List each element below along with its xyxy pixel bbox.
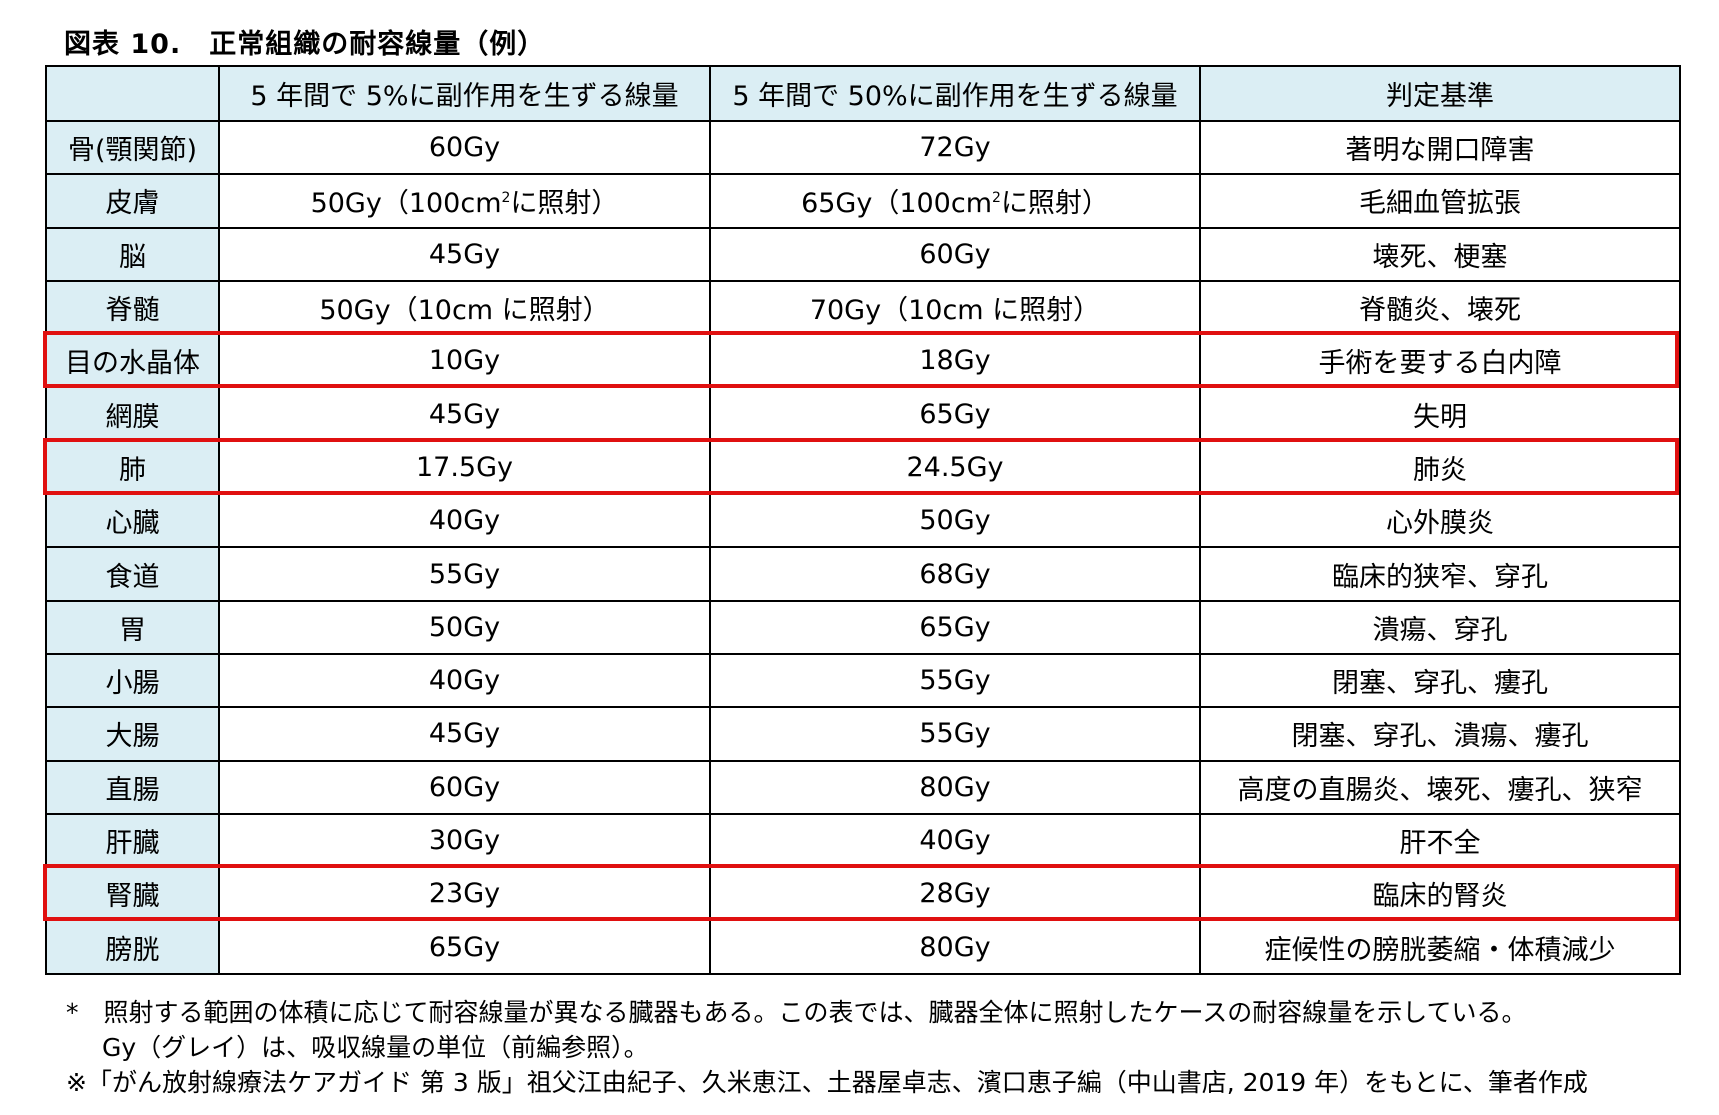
td50-cell: 24.5Gy (709, 439, 1201, 496)
td50-cell: 55Gy (709, 706, 1201, 762)
table-header-row: 5 年間で 5%に副作用を生ずる線量 5 年間で 50%に副作用を生ずる線量 判… (45, 65, 1681, 122)
criterion-cell: 閉塞、穿孔、瘻孔 (1199, 652, 1681, 709)
td5-cell: 45Gy (218, 706, 711, 762)
td50-cell: 80Gy (709, 919, 1201, 975)
table-row: 心臓 40Gy 50Gy 心外膜炎 (45, 493, 1681, 549)
table-row: 直腸 60Gy 80Gy 高度の直腸炎、壊死、瘻孔、狭窄 (45, 759, 1681, 815)
table-row: 胃 50Gy 65Gy 潰瘍、穿孔 (45, 599, 1681, 655)
td5-cell: 40Gy (218, 493, 711, 549)
td5-cell: 23Gy (218, 866, 711, 922)
organ-cell: 膀胱 (45, 919, 220, 975)
tolerance-dose-table: 5 年間で 5%に副作用を生ずる線量 5 年間で 50%に副作用を生ずる線量 判… (45, 65, 1681, 975)
td5-cell: 17.5Gy (218, 439, 711, 496)
criterion-cell: 高度の直腸炎、壊死、瘻孔、狭窄 (1199, 759, 1681, 815)
td50-cell: 60Gy (709, 226, 1201, 282)
criterion-cell: 臨床的腎炎 (1199, 866, 1681, 922)
organ-cell: 食道 (45, 546, 220, 602)
td50-cell: 65Gy（100cm2に照射） (709, 173, 1201, 229)
td5-cell: 50Gy（100cm2に照射） (218, 173, 711, 229)
organ-cell: 大腸 (45, 706, 220, 762)
td50-cell: 65Gy (709, 386, 1201, 442)
organ-cell: 脊髄 (45, 279, 220, 336)
table-row: 網膜 45Gy 65Gy 失明 (45, 386, 1681, 442)
organ-cell: 網膜 (45, 386, 220, 442)
td5-cell: 50Gy（10cm に照射） (218, 279, 711, 336)
table-row: 大腸 45Gy 55Gy 閉塞、穿孔、潰瘍、瘻孔 (45, 706, 1681, 762)
td50-cell: 65Gy (709, 599, 1201, 655)
td5-cell: 10Gy (218, 333, 711, 389)
criterion-cell: 症候性の膀胱萎縮・体積減少 (1199, 919, 1681, 975)
td5-cell: 40Gy (218, 652, 711, 709)
organ-cell: 直腸 (45, 759, 220, 815)
organ-cell: 胃 (45, 599, 220, 655)
area-exponent: 2 (501, 190, 511, 207)
criterion-cell: 心外膜炎 (1199, 493, 1681, 549)
td50-cell: 28Gy (709, 866, 1201, 922)
footnote-volume: * 照射する範囲の体積に応じて耐容線量が異なる臓器もある。この表では、臓器全体に… (66, 998, 1527, 1027)
criterion-cell: 臨床的狭窄、穿孔 (1199, 546, 1681, 602)
organ-cell: 心臓 (45, 493, 220, 549)
table-row: 肝臓 30Gy 40Gy 肝不全 (45, 812, 1681, 869)
td5-cell: 45Gy (218, 386, 711, 442)
header-criterion: 判定基準 (1199, 65, 1681, 122)
header-organ (45, 65, 220, 122)
td5-suffix: に照射） (510, 188, 619, 220)
table-row: 腎臓 23Gy 28Gy 臨床的腎炎 (45, 866, 1681, 922)
criterion-cell: 毛細血管拡張 (1199, 173, 1681, 229)
criterion-cell: 著明な開口障害 (1199, 119, 1681, 176)
td5-cell: 65Gy (218, 919, 711, 975)
footnote-gy-unit: Gy（グレイ）は、吸収線量の単位（前編参照）。 (102, 1033, 649, 1062)
criterion-cell: 肝不全 (1199, 812, 1681, 869)
td50-cell: 40Gy (709, 812, 1201, 869)
criterion-cell: 脊髄炎、壊死 (1199, 279, 1681, 336)
organ-cell: 脳 (45, 226, 220, 282)
table-row: 小腸 40Gy 55Gy 閉塞、穿孔、瘻孔 (45, 652, 1681, 709)
table-row: 骨(顎関節) 60Gy 72Gy 著明な開口障害 (45, 119, 1681, 176)
organ-cell: 目の水晶体 (45, 333, 220, 389)
td50-cell: 55Gy (709, 652, 1201, 709)
table-row: 肺 17.5Gy 24.5Gy 肺炎 (45, 439, 1681, 496)
organ-cell: 肝臓 (45, 812, 220, 869)
criterion-cell: 壊死、梗塞 (1199, 226, 1681, 282)
organ-cell: 腎臓 (45, 866, 220, 922)
organ-cell: 小腸 (45, 652, 220, 709)
organ-cell: 肺 (45, 439, 220, 496)
header-td50: 5 年間で 50%に副作用を生ずる線量 (709, 65, 1201, 122)
footnote-source: ※「がん放射線療法ケアガイド 第 3 版」祖父江由紀子、久米恵江、土器屋卓志、濱… (66, 1068, 1588, 1097)
td50-cell: 18Gy (709, 333, 1201, 389)
table-row: 脊髄 50Gy（10cm に照射） 70Gy（10cm に照射） 脊髄炎、壊死 (45, 279, 1681, 336)
table-row: 目の水晶体 10Gy 18Gy 手術を要する白内障 (45, 333, 1681, 389)
criterion-cell: 潰瘍、穿孔 (1199, 599, 1681, 655)
td50-cell: 70Gy（10cm に照射） (709, 279, 1201, 336)
table-row: 膀胱 65Gy 80Gy 症候性の膀胱萎縮・体積減少 (45, 919, 1681, 975)
td5-value: 50Gy（100cm (310, 188, 502, 220)
td5-cell: 60Gy (218, 759, 711, 815)
td50-value: 65Gy（100cm (801, 188, 993, 220)
table-row: 食道 55Gy 68Gy 臨床的狭窄、穿孔 (45, 546, 1681, 602)
td50-cell: 50Gy (709, 493, 1201, 549)
td50-cell: 72Gy (709, 119, 1201, 176)
td50-cell: 68Gy (709, 546, 1201, 602)
td5-cell: 55Gy (218, 546, 711, 602)
td5-cell: 60Gy (218, 119, 711, 176)
figure-title: 図表 10. 正常組織の耐容線量（例） (64, 29, 546, 60)
table-row: 皮膚 50Gy（100cm2に照射） 65Gy（100cm2に照射） 毛細血管拡… (45, 173, 1681, 229)
criterion-cell: 肺炎 (1199, 439, 1681, 496)
header-td5: 5 年間で 5%に副作用を生ずる線量 (218, 65, 711, 122)
criterion-cell: 失明 (1199, 386, 1681, 442)
td50-cell: 80Gy (709, 759, 1201, 815)
organ-cell: 皮膚 (45, 173, 220, 229)
criterion-cell: 閉塞、穿孔、潰瘍、瘻孔 (1199, 706, 1681, 762)
organ-cell: 骨(顎関節) (45, 119, 220, 176)
td5-cell: 45Gy (218, 226, 711, 282)
td50-suffix: に照射） (1000, 188, 1109, 220)
area-exponent: 2 (992, 190, 1001, 207)
footnotes: * 照射する範囲の体積に応じて耐容線量が異なる臓器もある。この表では、臓器全体に… (66, 995, 1588, 1100)
td5-cell: 30Gy (218, 812, 711, 869)
criterion-cell: 手術を要する白内障 (1199, 333, 1681, 389)
td5-cell: 50Gy (218, 599, 711, 655)
table-row: 脳 45Gy 60Gy 壊死、梗塞 (45, 226, 1681, 282)
